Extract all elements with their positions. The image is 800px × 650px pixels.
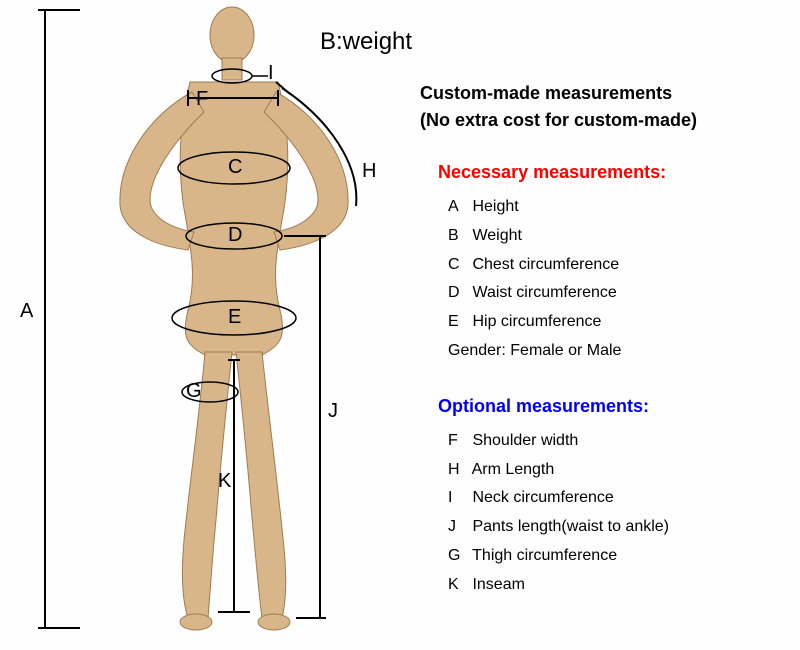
list-item: D Waist circumference bbox=[448, 279, 780, 308]
headline: Custom-made measurements (No extra cost … bbox=[420, 80, 780, 134]
m-key: J bbox=[448, 513, 468, 542]
label-E: E bbox=[228, 306, 241, 329]
m-val: Waist circumference bbox=[472, 284, 616, 301]
m-val: Chest circumference bbox=[472, 256, 619, 273]
m-val: Weight bbox=[472, 227, 522, 244]
m-key: C bbox=[448, 251, 468, 280]
m-key: K bbox=[448, 571, 468, 600]
m-key: G bbox=[448, 542, 468, 571]
m-key: D bbox=[448, 279, 468, 308]
m-val: Pants length(waist to ankle) bbox=[472, 518, 669, 535]
label-A: A bbox=[20, 300, 33, 323]
m-key: F bbox=[448, 427, 468, 456]
label-D: D bbox=[228, 224, 242, 247]
figure-area: A B:weight I F C D E G H J K bbox=[0, 0, 400, 650]
m-val: Neck circumference bbox=[472, 489, 613, 506]
list-item: C Chest circumference bbox=[448, 251, 780, 280]
m-key: E bbox=[448, 308, 468, 337]
label-B-weight: B:weight bbox=[320, 28, 412, 56]
m-key: A bbox=[448, 193, 468, 222]
m-val: Female or Male bbox=[510, 342, 621, 359]
necessary-title: Necessary measurements: bbox=[438, 162, 780, 183]
label-H: H bbox=[362, 160, 376, 183]
list-item: E Hip circumference bbox=[448, 308, 780, 337]
list-item: B Weight bbox=[448, 222, 780, 251]
list-item: A Height bbox=[448, 193, 780, 222]
label-I: I bbox=[268, 62, 274, 85]
m-val: Height bbox=[472, 198, 518, 215]
m-val: Arm Length bbox=[472, 461, 555, 478]
list-item: I Neck circumference bbox=[448, 484, 780, 513]
label-G: G bbox=[186, 380, 202, 403]
diagram-container: A B:weight I F C D E G H J K Custom-made… bbox=[0, 0, 800, 650]
label-F: F bbox=[196, 88, 208, 111]
optional-list: F Shoulder width H Arm Length I Neck cir… bbox=[448, 427, 780, 600]
m-key: H bbox=[448, 456, 468, 485]
label-J: J bbox=[328, 400, 338, 423]
headline-line-1: Custom-made measurements bbox=[420, 83, 672, 103]
list-item: F Shoulder width bbox=[448, 427, 780, 456]
m-val: Thigh circumference bbox=[472, 547, 617, 564]
necessary-list: A Height B Weight C Chest circumference … bbox=[448, 193, 780, 366]
label-C: C bbox=[228, 156, 242, 179]
m-key: B bbox=[448, 222, 468, 251]
list-item: G Thigh circumference bbox=[448, 542, 780, 571]
headline-line-2: (No extra cost for custom-made) bbox=[420, 110, 697, 130]
m-val: Shoulder width bbox=[472, 432, 578, 449]
list-item: K Inseam bbox=[448, 571, 780, 600]
label-K: K bbox=[218, 470, 231, 493]
list-item: J Pants length(waist to ankle) bbox=[448, 513, 780, 542]
m-val: Inseam bbox=[472, 576, 524, 593]
list-item: Gender: Female or Male bbox=[448, 337, 780, 366]
text-panel: Custom-made measurements (No extra cost … bbox=[420, 80, 780, 630]
m-key: Gender: bbox=[448, 342, 506, 359]
list-item: H Arm Length bbox=[448, 456, 780, 485]
optional-title: Optional measurements: bbox=[438, 396, 780, 417]
m-val: Hip circumference bbox=[472, 313, 601, 330]
m-key: I bbox=[448, 484, 468, 513]
